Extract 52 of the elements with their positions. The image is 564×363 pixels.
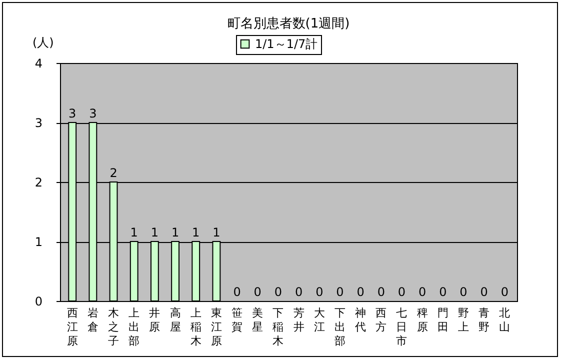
x-tick-label: 神代: [354, 306, 366, 334]
y-tick-label: 4: [34, 56, 42, 70]
x-tick-label: 北山: [499, 306, 510, 334]
x-tick-label: 下出部: [334, 306, 346, 348]
data-label: 1: [212, 226, 220, 240]
legend-label: 1/1～1/7計: [255, 37, 318, 51]
data-label: 0: [460, 285, 468, 299]
x-tick-label: 芳井: [293, 306, 304, 334]
y-tick-label: 3: [34, 116, 42, 130]
y-tick-label: 2: [34, 176, 42, 190]
data-label: 2: [110, 166, 118, 180]
data-label: 0: [336, 285, 344, 299]
data-label: 0: [316, 285, 324, 299]
data-label: 3: [68, 106, 76, 120]
x-tick-label: 野上: [458, 306, 469, 334]
x-tick-label: 西江原: [66, 306, 78, 348]
data-label: 1: [171, 226, 180, 240]
y-tick-label: 0: [34, 294, 42, 308]
x-tick-label: 上稲木: [190, 306, 202, 348]
x-tick-label: 稗原: [416, 306, 428, 334]
data-label: 0: [500, 285, 508, 299]
data-label: 0: [233, 285, 241, 299]
x-tick-label: 岩倉: [87, 306, 98, 334]
x-tick-label: 青野: [478, 306, 490, 334]
x-tick-label: 上出部: [128, 306, 140, 348]
data-label: 0: [418, 285, 426, 299]
x-tick-label: 門田: [437, 306, 448, 334]
data-label: 0: [439, 285, 447, 299]
x-tick-label: 笹賀: [232, 306, 243, 334]
x-tick-label: 七日市: [396, 306, 408, 348]
data-label: 0: [480, 285, 488, 299]
x-tick-label: 大江: [314, 306, 325, 334]
x-tick-label: 西方: [376, 306, 387, 334]
data-label: 0: [377, 285, 385, 299]
x-tick-label: 下稲木: [272, 306, 284, 348]
y-tick-label: 1: [34, 235, 42, 249]
y-axis-title: (人): [32, 36, 54, 50]
x-tick-label: 井原: [149, 306, 160, 334]
data-label: 0: [398, 285, 406, 299]
x-tick-label: 高屋: [170, 306, 181, 334]
chart-title: 町名別患者数(1週間): [227, 16, 350, 32]
data-label: 0: [356, 285, 364, 299]
data-label: 0: [254, 285, 262, 299]
data-label: 3: [89, 106, 97, 120]
x-tick-label: 東江原: [210, 306, 222, 348]
data-label: 0: [294, 285, 303, 299]
x-tick-label: 木之子: [108, 306, 120, 348]
data-label: 1: [192, 226, 200, 240]
data-label: 1: [150, 226, 159, 240]
data-label: 1: [130, 226, 138, 240]
x-tick-label: 美星: [252, 306, 264, 334]
data-label: 0: [274, 285, 282, 299]
